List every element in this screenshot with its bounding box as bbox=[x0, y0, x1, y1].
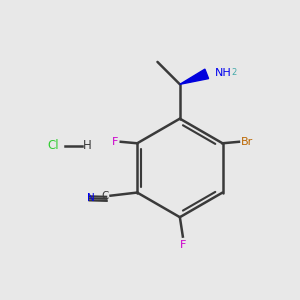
Text: F: F bbox=[180, 240, 186, 250]
Polygon shape bbox=[180, 69, 208, 84]
Text: N: N bbox=[87, 194, 95, 203]
Text: F: F bbox=[112, 137, 119, 147]
Text: C: C bbox=[102, 191, 109, 201]
Text: Br: Br bbox=[241, 137, 254, 147]
Text: H: H bbox=[83, 139, 92, 152]
Text: NH: NH bbox=[215, 68, 232, 78]
Text: Cl: Cl bbox=[47, 139, 59, 152]
Text: 2: 2 bbox=[232, 68, 237, 77]
